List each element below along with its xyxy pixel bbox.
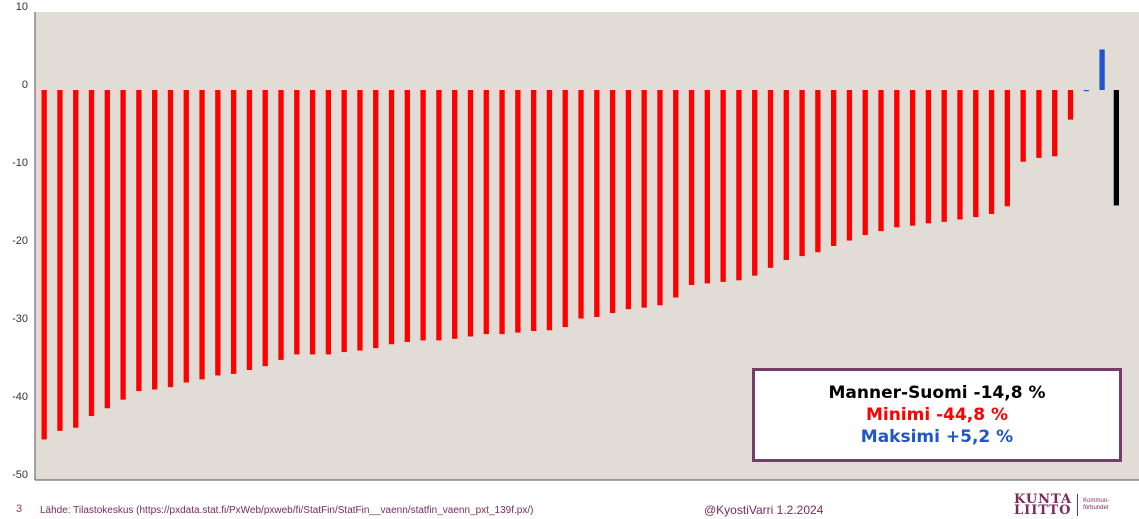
summary-min: Minimi -44,8 % bbox=[865, 405, 1009, 425]
logo-line1: KUNTA bbox=[1014, 492, 1073, 507]
summary-average: Manner-Suomi -14,8 % bbox=[828, 383, 1046, 403]
bar bbox=[483, 90, 489, 335]
bar bbox=[831, 90, 837, 246]
bar bbox=[752, 90, 758, 276]
bar bbox=[404, 90, 410, 342]
bar bbox=[294, 90, 300, 355]
author-text: @KyostiVarri 1.2.2024 bbox=[704, 503, 824, 517]
page-number: 3 bbox=[16, 503, 23, 515]
bar bbox=[1099, 49, 1105, 90]
bar bbox=[452, 90, 458, 339]
bar bbox=[325, 90, 332, 355]
bar bbox=[183, 90, 189, 383]
bar bbox=[720, 90, 726, 282]
bar bbox=[578, 90, 584, 319]
bar bbox=[357, 90, 363, 351]
bar bbox=[704, 90, 710, 284]
bar bbox=[246, 90, 253, 371]
bar bbox=[657, 90, 663, 306]
logo-subtext: Kommun- förbundet bbox=[1083, 498, 1109, 512]
bar bbox=[941, 90, 947, 222]
bar bbox=[230, 90, 237, 374]
bar bbox=[530, 90, 537, 332]
logo-sub2: förbundet bbox=[1083, 505, 1109, 511]
bar bbox=[673, 90, 679, 298]
bar bbox=[973, 90, 979, 218]
bar bbox=[625, 90, 632, 310]
bar bbox=[373, 90, 379, 349]
bar bbox=[57, 90, 63, 431]
source-text: Lähde: Tilastokeskus (https://pxdata.sta… bbox=[40, 505, 534, 516]
bar bbox=[594, 90, 600, 317]
bar bbox=[341, 90, 347, 353]
y-tick-label: -50 bbox=[12, 469, 28, 481]
bar bbox=[278, 90, 284, 360]
bar bbox=[641, 90, 647, 308]
bar bbox=[136, 90, 142, 392]
kuntaliitto-logo: KUNTA LIITTO Kommun- förbundet bbox=[1014, 492, 1109, 518]
bar bbox=[73, 90, 79, 428]
bar bbox=[199, 90, 205, 380]
bar-average bbox=[1113, 90, 1120, 206]
logo-line2: LIITTO bbox=[1014, 503, 1072, 518]
bar bbox=[215, 90, 221, 376]
bar bbox=[815, 90, 821, 253]
bar bbox=[1067, 90, 1074, 120]
bar bbox=[41, 90, 47, 440]
bar bbox=[736, 90, 742, 281]
bar bbox=[1083, 90, 1089, 92]
bar bbox=[767, 90, 774, 268]
bar bbox=[309, 90, 316, 355]
logo-sub1: Kommun- bbox=[1083, 498, 1110, 504]
bar bbox=[799, 90, 805, 257]
bar bbox=[104, 90, 110, 409]
bar bbox=[467, 90, 474, 337]
bar bbox=[546, 90, 553, 331]
y-tick-label: 0 bbox=[22, 79, 28, 91]
bar bbox=[515, 90, 521, 333]
bar bbox=[609, 90, 616, 314]
bar bbox=[420, 90, 426, 341]
bar bbox=[120, 90, 126, 400]
bar bbox=[562, 90, 568, 328]
bar bbox=[846, 90, 853, 241]
bar bbox=[688, 90, 695, 285]
y-tick-label: -40 bbox=[12, 391, 28, 403]
y-axis: 10 0 -10 -20 -30 -40 -50 bbox=[12, 1, 1139, 481]
bar bbox=[878, 90, 884, 232]
bar bbox=[783, 90, 789, 261]
bar bbox=[436, 90, 442, 341]
bar bbox=[1036, 90, 1042, 158]
bar bbox=[988, 90, 995, 215]
bar bbox=[925, 90, 932, 224]
bar bbox=[957, 90, 963, 220]
y-tick-label: -20 bbox=[12, 235, 28, 247]
y-tick-label: 10 bbox=[16, 1, 28, 13]
bar bbox=[499, 90, 505, 335]
summary-box: Manner-Suomi -14,8 % Minimi -44,8 % Maks… bbox=[752, 368, 1122, 462]
bar bbox=[1052, 90, 1058, 157]
y-tick-label: -10 bbox=[12, 157, 28, 169]
bar bbox=[388, 90, 395, 345]
bar bbox=[1004, 90, 1010, 207]
bar bbox=[262, 90, 268, 367]
bar bbox=[894, 90, 900, 228]
bar bbox=[909, 90, 916, 226]
summary-max: Maksimi +5,2 % bbox=[860, 427, 1014, 447]
logo-divider bbox=[1077, 494, 1079, 516]
y-tick-label: -30 bbox=[12, 313, 28, 325]
logo-wordmark: KUNTA LIITTO bbox=[1014, 492, 1073, 518]
bar bbox=[152, 90, 158, 390]
bar bbox=[862, 90, 868, 236]
bars-group bbox=[41, 49, 1120, 440]
bar bbox=[167, 90, 174, 388]
bar bbox=[1020, 90, 1026, 162]
bar bbox=[88, 90, 95, 417]
